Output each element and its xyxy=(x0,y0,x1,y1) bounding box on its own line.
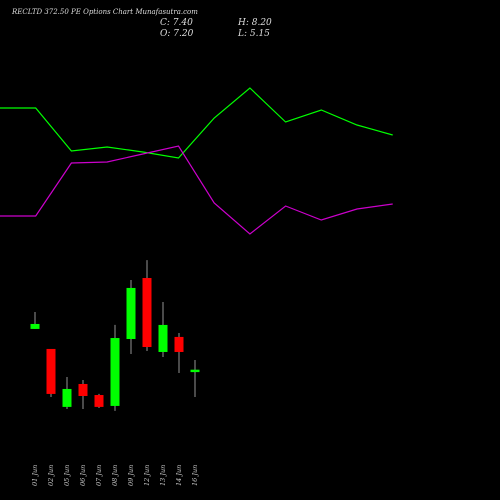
candle-body xyxy=(110,338,120,406)
x-tick-label: 01 Jun xyxy=(31,465,39,486)
candle-body xyxy=(94,395,104,407)
chart-title: RECLTD 372.50 PE Options Chart Munafasut… xyxy=(11,8,198,16)
candle-body xyxy=(46,348,56,394)
header-open: O: 7.20 xyxy=(160,29,194,39)
header-low: L: 5.15 xyxy=(237,29,270,39)
candle-body xyxy=(62,388,72,407)
x-tick-label: 02 Jun xyxy=(47,465,55,486)
x-tick-label: 16 Jun xyxy=(191,465,199,486)
line-series xyxy=(0,87,393,159)
x-tick-label: 07 Jun xyxy=(95,465,103,486)
x-tick-label: 13 Jun xyxy=(159,465,167,486)
x-tick-label: 12 Jun xyxy=(143,465,151,486)
candle-body xyxy=(78,383,88,396)
candle-body xyxy=(158,324,168,352)
header-high: H: 8.20 xyxy=(237,18,272,28)
x-tick-label: 06 Jun xyxy=(79,465,87,486)
x-tick-label: 08 Jun xyxy=(111,465,119,486)
candle-body xyxy=(174,336,184,352)
x-tick-label: 09 Jun xyxy=(127,465,135,486)
candle-body xyxy=(126,287,136,340)
x-tick-label: 05 Jun xyxy=(63,465,71,486)
header-close: C: 7.40 xyxy=(160,18,193,28)
x-tick-label: 14 Jun xyxy=(175,465,183,486)
candle-body xyxy=(142,278,152,348)
candle-body xyxy=(190,369,200,373)
candle-body xyxy=(30,323,40,329)
line-series xyxy=(0,145,393,235)
